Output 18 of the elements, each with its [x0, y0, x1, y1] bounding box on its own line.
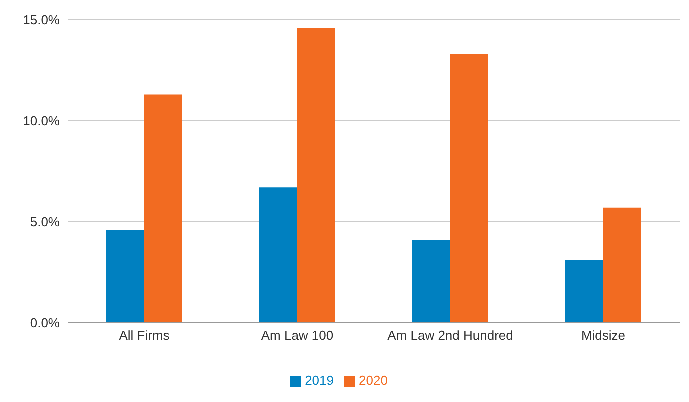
- legend-label: 2020: [359, 373, 388, 388]
- x-tick-label: Am Law 100: [261, 328, 334, 344]
- bar: [144, 94, 182, 323]
- bar: [412, 240, 450, 323]
- bar: [259, 188, 298, 323]
- x-tick-label: Midsize: [581, 328, 626, 344]
- y-tick-label: 5.0%: [30, 214, 60, 230]
- bar: [106, 230, 144, 323]
- x-tick-label: All Firms: [119, 328, 170, 344]
- x-tick-label: Am Law 2nd Hundred: [388, 328, 514, 344]
- y-tick-label: 15.0%: [23, 12, 60, 28]
- y-tick-label: 10.0%: [23, 114, 60, 129]
- bar: [450, 54, 488, 323]
- bar: [565, 260, 604, 323]
- legend-label: 2019: [305, 373, 334, 388]
- bar: [297, 28, 336, 323]
- bar: [603, 208, 642, 323]
- y-tick-label: 0.0%: [30, 316, 60, 331]
